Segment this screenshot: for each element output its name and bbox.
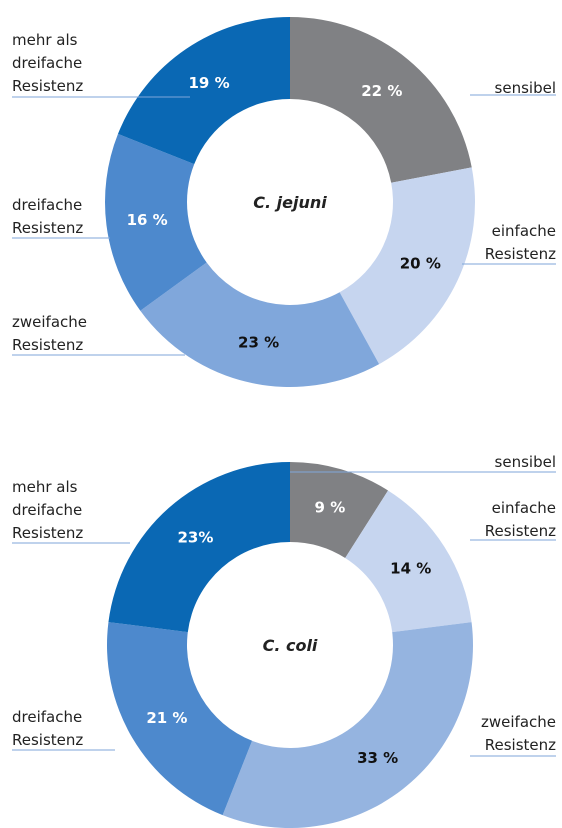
chart-title: C. jejuni (253, 193, 327, 212)
category-label: sensibel (495, 79, 556, 97)
value-label: 23 % (238, 334, 279, 352)
category-label-line: dreifache (12, 196, 82, 214)
category-label: zweifache Resistenz (481, 713, 556, 754)
category-label: einfache Resistenz (485, 499, 556, 540)
category-label: zweifache Resistenz (12, 313, 87, 354)
category-label-line: dreifache (12, 501, 82, 519)
donut-segment (222, 622, 473, 828)
category-label-line: sensibel (495, 453, 556, 471)
value-label: 22 % (361, 82, 402, 100)
category-label: einfache Resistenz (485, 222, 556, 263)
category-label: dreifache Resistenz (12, 196, 83, 237)
donut-segment (117, 17, 290, 165)
category-label-line: mehr als (12, 31, 78, 49)
donut-segment (290, 17, 472, 183)
category-label-line: Resistenz (485, 522, 556, 540)
category-label-line: zweifache (12, 313, 87, 331)
value-label: 20 % (400, 254, 441, 272)
donut-segment (339, 167, 475, 365)
category-label: mehr als dreifache Resistenz (12, 478, 83, 542)
category-label-line: einfache (492, 499, 556, 517)
category-label: dreifache Resistenz (12, 708, 83, 749)
category-label-line: zweifache (481, 713, 556, 731)
category-label-line: dreifache (12, 54, 82, 72)
value-label: 14 % (390, 559, 431, 577)
donut-segment (140, 262, 380, 387)
value-label: 23% (177, 529, 213, 547)
category-label: mehr als dreifache Resistenz (12, 31, 83, 95)
donut-segment (104, 133, 207, 311)
value-label: 9 % (315, 499, 346, 517)
category-label-line: Resistenz (12, 77, 83, 95)
donut-segment (108, 461, 290, 633)
category-label-line: Resistenz (12, 219, 83, 237)
value-label: 19 % (188, 74, 229, 92)
category-label-line: Resistenz (12, 524, 83, 542)
value-label: 21 % (146, 709, 187, 727)
donut-segment (345, 490, 472, 633)
value-label: 33 % (357, 749, 398, 767)
category-label: sensibel (495, 453, 556, 471)
donut-segment (290, 462, 389, 559)
category-label-line: einfache (492, 222, 556, 240)
category-label-line: Resistenz (485, 736, 556, 754)
category-label-line: dreifache (12, 708, 82, 726)
value-label: 16 % (127, 211, 168, 229)
category-label-line: mehr als (12, 478, 78, 496)
category-label-line: Resistenz (485, 245, 556, 263)
category-label-line: Resistenz (12, 731, 83, 749)
category-label-line: Resistenz (12, 336, 83, 354)
chart-title: C. coli (263, 636, 318, 655)
category-label-line: sensibel (495, 79, 556, 97)
donut-segment (106, 622, 253, 816)
